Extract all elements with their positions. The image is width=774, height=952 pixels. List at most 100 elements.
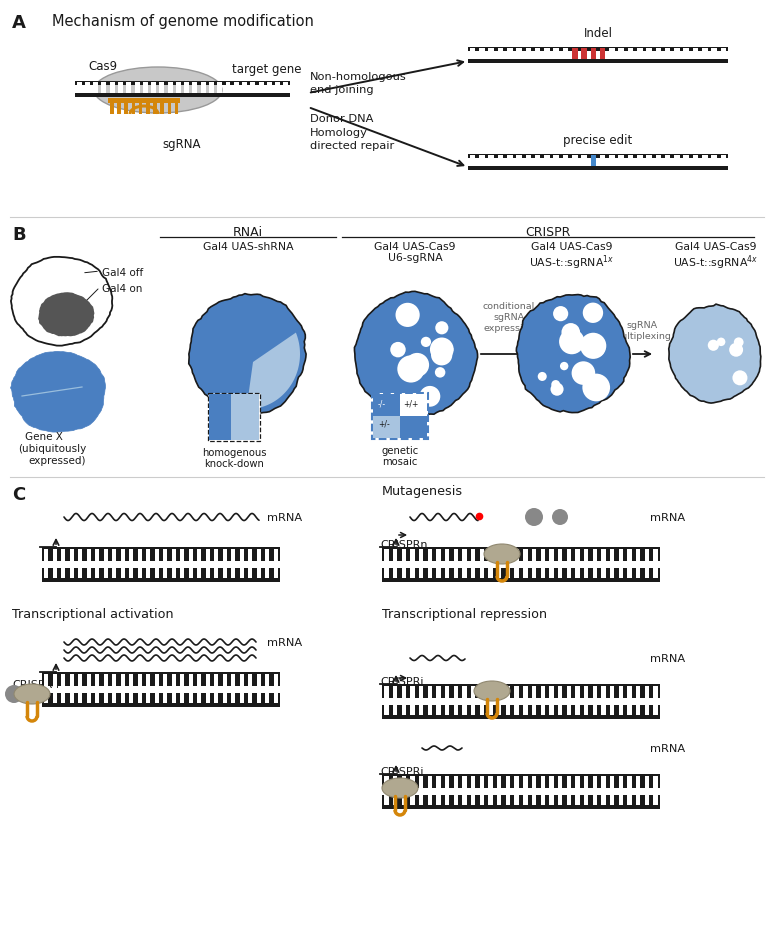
- Bar: [628, 49, 633, 60]
- Bar: [112, 549, 116, 578]
- Text: Gal4 on: Gal4 on: [102, 284, 142, 293]
- Bar: [609, 49, 615, 60]
- Text: +/+: +/+: [403, 400, 419, 408]
- Bar: [535, 49, 540, 60]
- Bar: [118, 83, 123, 94]
- Bar: [176, 83, 181, 94]
- Ellipse shape: [382, 778, 418, 798]
- Bar: [402, 776, 406, 805]
- Bar: [488, 49, 494, 60]
- Text: -/-: -/-: [378, 400, 386, 408]
- Circle shape: [572, 362, 595, 386]
- Circle shape: [431, 345, 452, 366]
- Bar: [693, 49, 698, 60]
- Text: genetic: genetic: [382, 446, 419, 455]
- Text: CRISPRn: CRISPRn: [380, 540, 427, 549]
- Bar: [104, 674, 108, 704]
- Text: UAS-t::sgRNA$^{4x}$: UAS-t::sgRNA$^{4x}$: [673, 252, 759, 271]
- Circle shape: [734, 338, 744, 347]
- Bar: [70, 549, 74, 578]
- Bar: [540, 549, 545, 578]
- Text: U6-sgRNA: U6-sgRNA: [388, 252, 443, 263]
- Bar: [637, 155, 642, 167]
- Bar: [382, 684, 660, 698]
- Bar: [126, 83, 132, 94]
- Bar: [70, 674, 74, 704]
- Bar: [468, 59, 728, 64]
- Bar: [479, 155, 485, 167]
- Bar: [410, 776, 415, 805]
- Bar: [581, 49, 587, 60]
- Bar: [419, 686, 423, 715]
- Bar: [160, 104, 164, 115]
- Bar: [168, 104, 171, 115]
- Bar: [231, 549, 235, 578]
- Bar: [248, 549, 252, 578]
- Text: Transcriptional activation: Transcriptional activation: [12, 607, 173, 621]
- Bar: [515, 686, 519, 715]
- Bar: [138, 549, 142, 578]
- Bar: [567, 686, 571, 715]
- Bar: [540, 776, 545, 805]
- Bar: [274, 674, 278, 704]
- Text: mRNA: mRNA: [650, 653, 685, 664]
- Bar: [656, 155, 661, 167]
- Bar: [214, 549, 218, 578]
- Bar: [702, 49, 707, 60]
- Bar: [600, 155, 605, 167]
- Text: knock-down: knock-down: [204, 459, 264, 468]
- Bar: [163, 674, 167, 704]
- Polygon shape: [516, 295, 630, 413]
- Text: mRNA: mRNA: [650, 744, 685, 753]
- Bar: [674, 155, 680, 167]
- Bar: [600, 49, 605, 60]
- Bar: [384, 686, 389, 715]
- Bar: [257, 549, 261, 578]
- Bar: [445, 686, 450, 715]
- Bar: [110, 104, 114, 115]
- Bar: [572, 49, 577, 60]
- Bar: [121, 674, 125, 704]
- Text: Homology
directed repair: Homology directed repair: [310, 128, 394, 151]
- Bar: [400, 417, 427, 439]
- Bar: [172, 549, 176, 578]
- Bar: [593, 686, 597, 715]
- Bar: [180, 674, 184, 704]
- Text: Gal4 UAS-Cas9: Gal4 UAS-Cas9: [375, 242, 456, 251]
- Bar: [275, 83, 280, 94]
- Circle shape: [552, 509, 568, 526]
- Bar: [593, 549, 597, 578]
- Bar: [526, 49, 531, 60]
- Bar: [497, 686, 502, 715]
- Bar: [259, 83, 263, 94]
- Circle shape: [430, 338, 454, 362]
- Bar: [163, 549, 167, 578]
- Bar: [197, 674, 201, 704]
- Text: precise edit: precise edit: [563, 134, 632, 147]
- Bar: [53, 674, 57, 704]
- Bar: [544, 49, 550, 60]
- Text: B: B: [12, 226, 26, 244]
- Bar: [558, 686, 562, 715]
- Bar: [419, 549, 423, 578]
- Bar: [515, 549, 519, 578]
- Bar: [42, 568, 280, 583]
- Bar: [223, 674, 227, 704]
- Circle shape: [397, 356, 425, 383]
- Bar: [143, 83, 148, 94]
- Circle shape: [421, 337, 431, 347]
- Text: conditional
sgRNA
expression: conditional sgRNA expression: [483, 302, 535, 332]
- Bar: [151, 83, 156, 94]
- Ellipse shape: [94, 68, 222, 114]
- Bar: [479, 49, 485, 60]
- Text: target gene: target gene: [232, 63, 302, 76]
- Bar: [75, 93, 290, 98]
- Bar: [372, 393, 428, 440]
- Bar: [567, 776, 571, 805]
- Text: mRNA: mRNA: [267, 637, 302, 647]
- Bar: [532, 686, 536, 715]
- Bar: [693, 155, 698, 167]
- Circle shape: [435, 322, 448, 335]
- Bar: [646, 155, 652, 167]
- Bar: [223, 549, 227, 578]
